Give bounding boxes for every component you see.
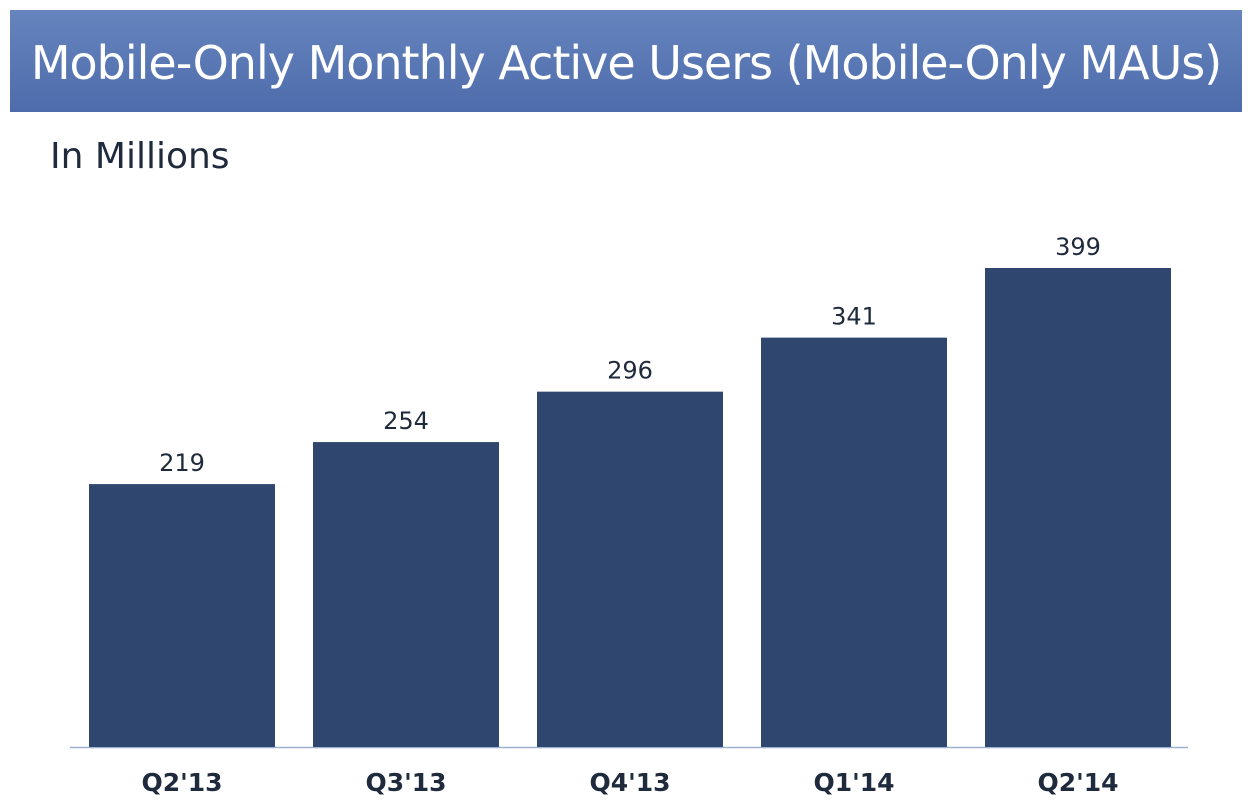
x-tick-label: Q2'13	[141, 768, 222, 797]
bar	[537, 391, 723, 747]
data-label: 219	[159, 449, 205, 477]
x-tick-label: Q2'14	[1037, 768, 1118, 797]
data-label: 341	[831, 303, 877, 331]
title-banner: Mobile-Only Monthly Active Users (Mobile…	[10, 10, 1242, 112]
x-tick-label: Q3'13	[365, 768, 446, 797]
data-label: 399	[1055, 233, 1101, 261]
bar	[985, 268, 1171, 747]
bar	[89, 484, 275, 747]
bar	[761, 337, 947, 747]
data-label: 296	[607, 357, 653, 385]
chart-title: Mobile-Only Monthly Active Users (Mobile…	[30, 36, 1222, 90]
bar	[313, 442, 499, 747]
chart-subtitle: In Millions	[50, 136, 230, 177]
x-tick-label: Q4'13	[589, 768, 670, 797]
data-label: 254	[383, 407, 429, 435]
x-tick-label: Q1'14	[813, 768, 894, 797]
